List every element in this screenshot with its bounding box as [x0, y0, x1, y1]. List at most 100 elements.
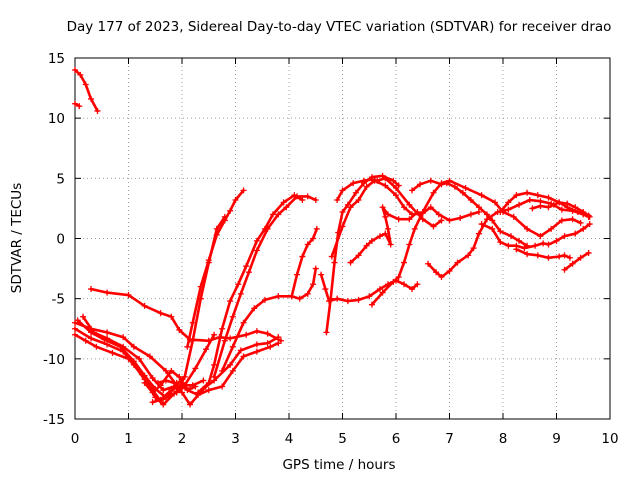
data-point-marker — [221, 337, 228, 344]
x-tick-labels: 0 1 2 3 4 5 6 7 8 9 10 — [71, 431, 619, 447]
data-point-marker — [334, 295, 341, 302]
data-point-marker — [548, 225, 555, 232]
data-point-marker — [443, 180, 450, 187]
series-line — [325, 174, 401, 334]
data-point-marker — [540, 240, 547, 247]
data-point-marker — [141, 302, 148, 309]
data-point-marker — [537, 203, 544, 210]
series-track-1 — [72, 100, 83, 110]
series-track-17 — [288, 225, 320, 300]
data-point-marker — [173, 388, 180, 395]
data-point-marker — [221, 217, 228, 224]
data-point-marker — [390, 177, 397, 184]
data-point-marker — [371, 177, 378, 184]
series-track-11 — [154, 377, 199, 392]
data-point-marker — [130, 343, 137, 350]
data-point-marker — [253, 348, 260, 355]
series-track-29 — [529, 199, 592, 219]
data-point-marker — [347, 259, 354, 266]
data-point-marker — [435, 211, 442, 218]
data-point-marker — [94, 107, 101, 114]
data-point-marker — [80, 313, 87, 320]
data-point-marker — [401, 281, 408, 288]
data-point-marker — [267, 343, 274, 350]
data-point-marker — [189, 337, 196, 344]
data-point-marker — [82, 337, 89, 344]
data-point-marker — [572, 204, 579, 211]
data-point-marker — [417, 181, 424, 188]
series-track-13 — [184, 187, 247, 350]
data-point-marker — [288, 293, 295, 300]
data-point-marker — [577, 219, 584, 226]
data-point-marker — [489, 217, 496, 224]
data-point-marker — [513, 192, 520, 199]
x-tick-label: 8 — [499, 431, 508, 447]
data-point-marker — [558, 217, 565, 224]
data-point-marker — [446, 267, 453, 274]
data-point-marker — [508, 233, 515, 240]
data-point-marker — [427, 177, 434, 184]
series-track-26 — [478, 221, 593, 252]
data-point-marker — [363, 242, 370, 249]
data-point-marker — [227, 298, 234, 305]
data-point-marker — [401, 204, 408, 211]
data-point-marker — [331, 259, 338, 266]
data-point-marker — [467, 211, 474, 218]
data-point-marker — [176, 326, 183, 333]
series-line — [76, 318, 184, 399]
y-tick-label: 10 — [48, 111, 65, 127]
series-track-23 — [368, 177, 584, 308]
data-point-marker — [211, 373, 218, 380]
data-point-marker — [475, 204, 482, 211]
series-track-7 — [80, 313, 188, 394]
data-point-marker — [149, 389, 156, 396]
data-point-marker — [275, 293, 282, 300]
data-point-marker — [104, 329, 111, 336]
data-point-marker — [211, 361, 218, 368]
data-point-marker — [454, 259, 461, 266]
data-point-marker — [550, 201, 557, 208]
y-tick-label: 0 — [56, 232, 65, 248]
data-point-marker — [524, 251, 531, 258]
data-point-marker — [521, 245, 528, 252]
data-point-marker — [569, 260, 576, 267]
data-point-marker — [406, 216, 413, 223]
series-line — [89, 287, 283, 343]
x-tick-label: 2 — [178, 431, 187, 447]
data-point-marker — [446, 217, 453, 224]
series-track-14 — [195, 192, 306, 396]
data-point-marker — [253, 237, 260, 244]
chart-title: Day 177 of 2023, Sidereal Day-to-day VTE… — [67, 19, 612, 35]
data-point-marker — [558, 206, 565, 213]
data-point-marker — [280, 199, 287, 206]
data-point-marker — [393, 184, 399, 191]
data-point-marker — [553, 237, 560, 244]
data-point-marker — [322, 286, 329, 293]
data-point-marker — [379, 204, 386, 211]
data-point-marker — [556, 253, 563, 260]
x-tick-label: 5 — [338, 431, 347, 447]
data-point-marker — [572, 230, 579, 237]
data-point-marker — [82, 81, 89, 88]
data-point-marker — [355, 252, 362, 259]
data-point-marker — [323, 329, 330, 336]
data-point-marker — [76, 103, 83, 110]
data-point-marker — [253, 247, 260, 254]
data-point-marker — [368, 301, 375, 308]
data-point-marker — [433, 269, 440, 276]
data-point-marker — [465, 252, 472, 259]
series-track-19 — [318, 271, 421, 305]
data-point-marker — [355, 196, 362, 203]
data-point-marker — [526, 196, 533, 203]
series-track-22 — [347, 204, 421, 266]
data-point-marker — [162, 367, 169, 374]
data-point-marker — [240, 187, 247, 194]
x-tick-label: 7 — [445, 431, 454, 447]
data-point-marker — [382, 175, 389, 182]
data-point-marker — [240, 353, 247, 360]
data-point-marker — [211, 331, 218, 338]
y-tick-labels: -15 -10 -5 0 5 10 15 — [43, 51, 65, 428]
x-tick-label: 1 — [124, 431, 133, 447]
data-point-marker — [264, 330, 271, 337]
data-point-marker — [534, 252, 541, 259]
